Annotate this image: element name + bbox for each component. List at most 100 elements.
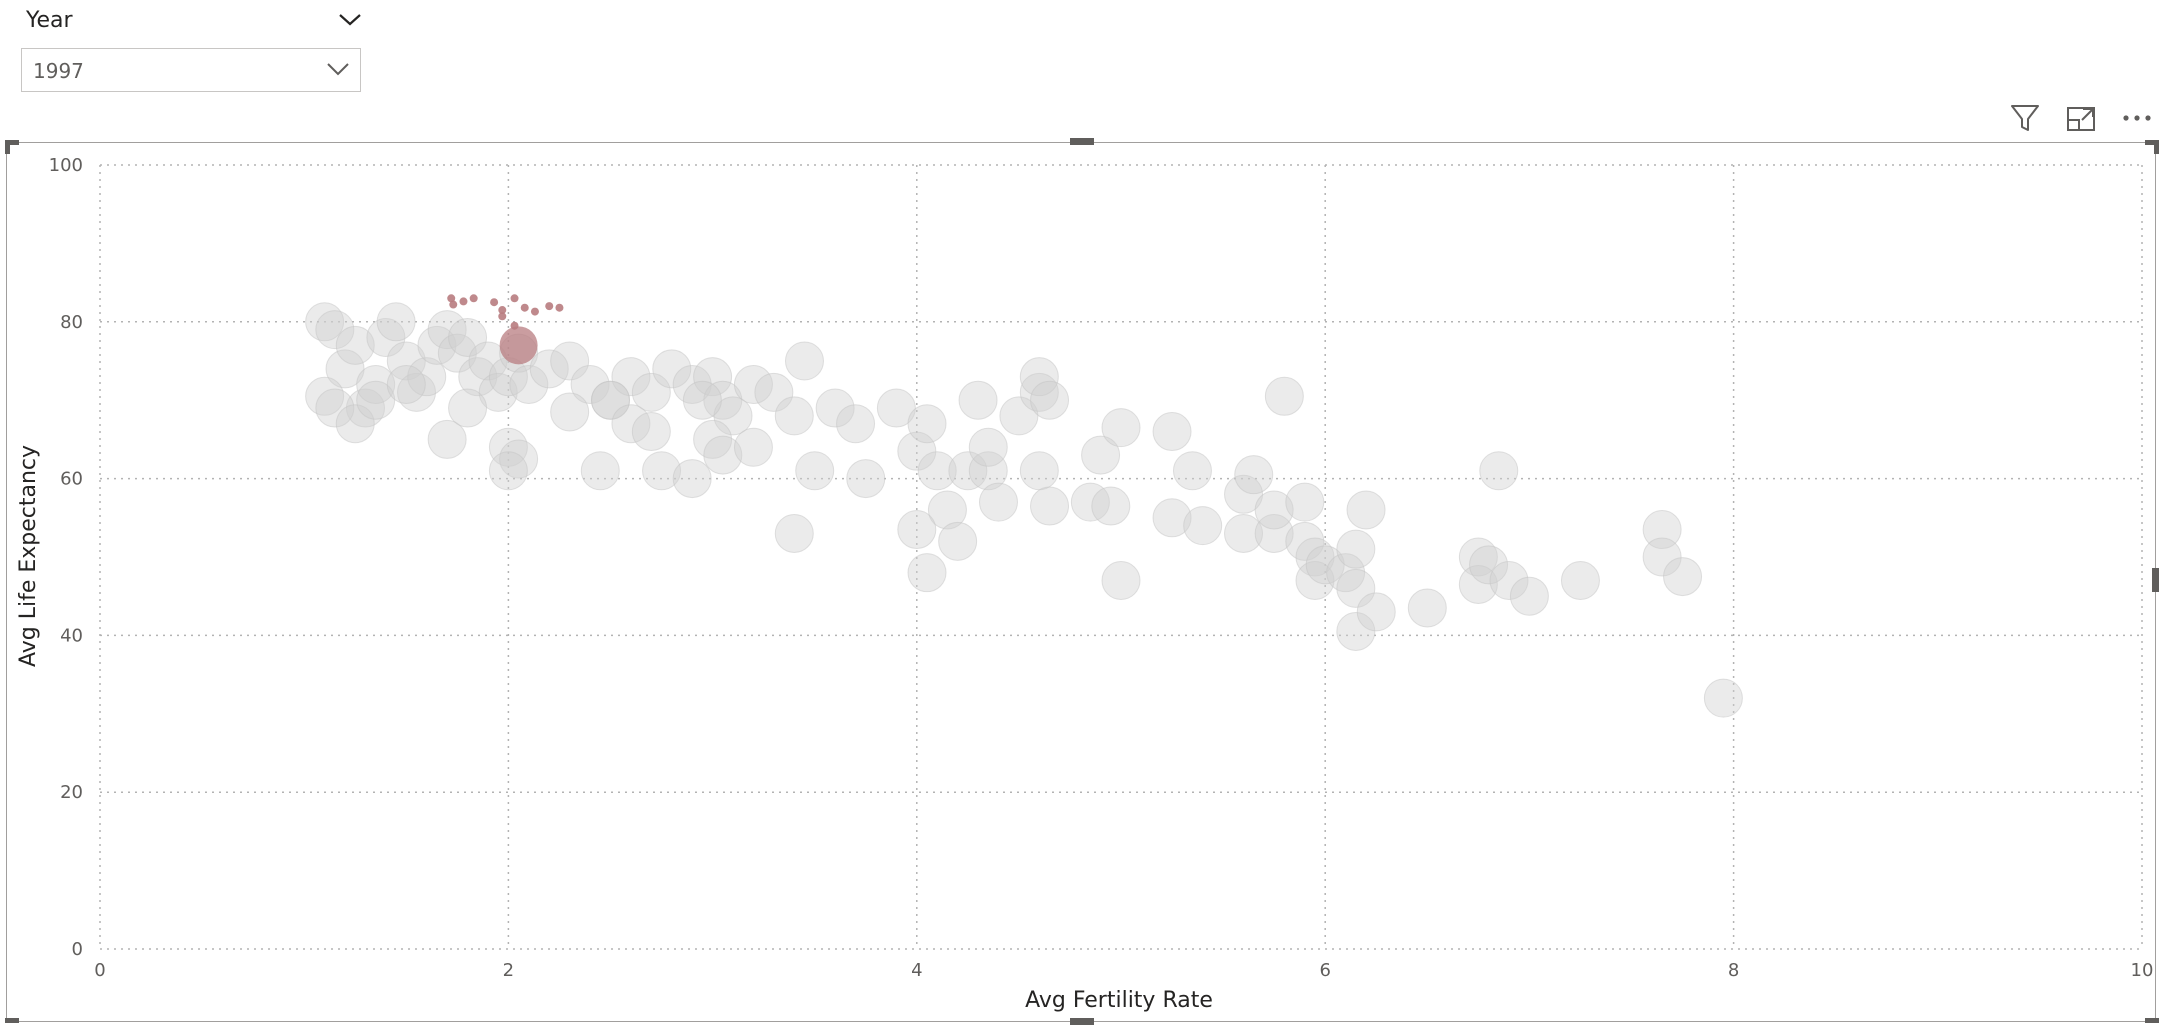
- bubble-point: [1030, 486, 1070, 526]
- bubble-point: [1070, 482, 1110, 522]
- bubble-point: [1509, 576, 1549, 616]
- bubble-point: [1152, 498, 1192, 538]
- chevron-down-icon[interactable]: [338, 12, 362, 31]
- bubble-point: [1458, 564, 1498, 604]
- bubble-point: [1489, 561, 1529, 601]
- bubble-point: [1183, 506, 1223, 546]
- year-slicer-header: Year: [26, 6, 362, 42]
- bubble-point: [1642, 510, 1682, 550]
- bubble-point: [1336, 568, 1376, 608]
- highlighted-dot: [498, 312, 507, 321]
- bubble-point: [999, 396, 1039, 436]
- bubble-point: [1264, 376, 1304, 416]
- bubble-point: [1081, 435, 1121, 475]
- filter-icon[interactable]: [2007, 100, 2043, 136]
- bubble-point: [754, 372, 794, 412]
- bubble-point: [672, 459, 712, 499]
- resize-handle-bottom[interactable]: [1070, 1018, 1094, 1025]
- bubble-point: [897, 431, 937, 471]
- bubble-point: [407, 357, 447, 397]
- bubble-point: [509, 365, 549, 405]
- resize-handle-top-right[interactable]: [2145, 140, 2159, 145]
- bubble-point: [968, 451, 1008, 491]
- x-tick-label: 2: [503, 960, 514, 981]
- highlighted-dot: [490, 298, 499, 307]
- resize-handle-top[interactable]: [1070, 138, 1094, 145]
- bubble-point: [1172, 451, 1212, 491]
- bubble-point: [1346, 490, 1386, 530]
- bubble-point: [1224, 474, 1264, 514]
- visual-header: [2007, 100, 2155, 136]
- bubble-point: [784, 341, 824, 381]
- bubble-point: [448, 317, 488, 357]
- bubble-point: [1254, 490, 1294, 530]
- y-tick-label: 60: [60, 469, 83, 490]
- bubble-point: [631, 412, 671, 452]
- bubble-point: [948, 451, 988, 491]
- x-tick-label: 0: [94, 960, 105, 981]
- bubble-point: [774, 513, 814, 553]
- bubble-point: [580, 451, 620, 491]
- resize-handle-top-right-v[interactable]: [2154, 140, 2159, 154]
- highlighted-dot: [469, 294, 478, 303]
- bubble-point: [795, 451, 835, 491]
- x-tick-label: 10: [2131, 960, 2154, 981]
- bubble-point: [733, 427, 773, 467]
- highlighted-points: [447, 294, 564, 365]
- focus-mode-icon[interactable]: [2063, 100, 2099, 136]
- bubble-point: [1407, 588, 1447, 628]
- bubble-point: [693, 357, 733, 397]
- highlighted-dot: [555, 303, 564, 312]
- y-axis-title: Avg Life Expectancy: [16, 445, 41, 667]
- bubble-point: [315, 388, 355, 428]
- bubble-point: [1234, 455, 1274, 495]
- y-tick-label: 100: [49, 155, 83, 176]
- highlighted-dot: [545, 302, 554, 311]
- bubble-point: [1356, 592, 1396, 632]
- bubble-point: [1663, 557, 1703, 597]
- bubble-point: [897, 510, 937, 550]
- bubble-point: [335, 404, 375, 444]
- bubble-point: [907, 553, 947, 593]
- bubble-point: [1469, 545, 1509, 585]
- resize-handle-bottom-right[interactable]: [2145, 1018, 2159, 1023]
- more-options-icon[interactable]: [2119, 100, 2155, 136]
- bubble-point: [1285, 482, 1325, 522]
- y-tick-label: 20: [60, 782, 83, 803]
- bubble-point: [703, 435, 743, 475]
- bubble-point: [356, 365, 396, 405]
- highlighted-dot: [510, 294, 519, 303]
- bubble-point: [907, 404, 947, 444]
- y-tick-label: 40: [60, 625, 83, 646]
- bubble-point: [733, 365, 773, 405]
- y-tick-label: 80: [60, 312, 83, 333]
- highlighted-dot: [498, 306, 507, 315]
- year-dropdown[interactable]: 1997: [21, 48, 361, 92]
- bubble-point: [529, 349, 569, 389]
- resize-handle-right[interactable]: [2152, 568, 2159, 592]
- bubble-point: [652, 349, 692, 389]
- resize-handle-top-left[interactable]: [5, 140, 19, 145]
- bubble-point: [1101, 561, 1141, 601]
- resize-handle-bottom-left[interactable]: [5, 1018, 19, 1023]
- year-dropdown-value: 1997: [33, 59, 84, 83]
- resize-handle-top-left-v[interactable]: [5, 140, 10, 154]
- highlighted-bubble: [499, 326, 538, 365]
- axis-ticks: 0 20 40 60 80 100 0 2 4 6 8 10: [49, 155, 2154, 981]
- bubble-point: [927, 490, 967, 530]
- bubble-point: [938, 521, 978, 561]
- bubble-point: [1703, 678, 1743, 718]
- bubble-point: [386, 341, 426, 381]
- x-tick-label: 6: [1319, 960, 1330, 981]
- bubble-point: [1254, 513, 1294, 553]
- chevron-down-icon[interactable]: [326, 61, 350, 81]
- bubble-point: [642, 451, 682, 491]
- highlighted-dot: [459, 297, 468, 306]
- y-tick-label: 0: [72, 939, 83, 960]
- bubble-point: [427, 419, 467, 459]
- bubble-point: [815, 388, 855, 428]
- bubble-point: [570, 365, 610, 405]
- bubbles: [305, 302, 1743, 718]
- bubble-point: [448, 388, 488, 428]
